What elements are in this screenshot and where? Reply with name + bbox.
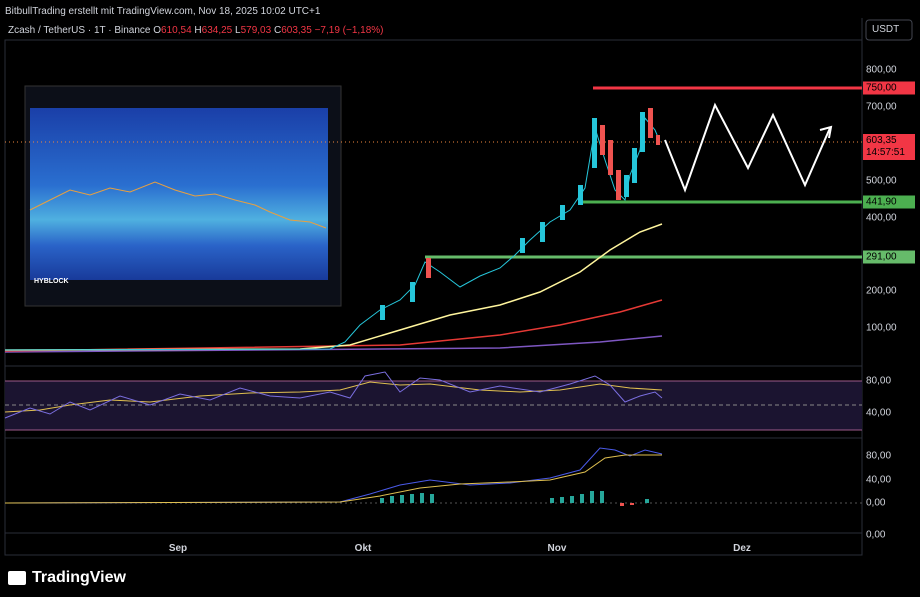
candle xyxy=(608,140,613,175)
candle xyxy=(600,125,605,155)
price-tick: 500,00 xyxy=(866,175,897,187)
change: −7,19 (−1,18%) xyxy=(314,25,384,36)
ohlc-value: 579,03 xyxy=(240,25,272,36)
ohlc-label: O xyxy=(153,25,162,36)
inset-heatmap xyxy=(30,108,328,280)
macd-tick: 0,00 xyxy=(866,497,886,509)
rsi-line xyxy=(4,371,663,419)
candle xyxy=(520,238,525,253)
countdown: 14:57:51 xyxy=(866,147,905,158)
ma-long xyxy=(4,335,663,353)
time-tick: Sep xyxy=(168,543,188,554)
candle xyxy=(656,135,660,145)
macd-tick: 0,00 xyxy=(866,529,886,541)
histogram-bar xyxy=(580,494,584,503)
time-tick: Dez xyxy=(733,543,751,554)
inset-label: HYBLOCK xyxy=(34,278,69,285)
macd-signal xyxy=(4,454,662,504)
symbol-name: Zcash / TetherUS · 1T · Binance xyxy=(8,25,151,36)
candle xyxy=(624,175,629,197)
attribution: BitbullTrading erstellt mit TradingView.… xyxy=(5,6,321,17)
projection-arrowhead xyxy=(819,125,833,139)
histogram-bar xyxy=(410,494,414,503)
price-tick: 200,00 xyxy=(866,285,897,297)
ohlc: O610,54 H634,25 L579,03 C603,35 −7,19 (−… xyxy=(153,25,383,36)
brand-logo xyxy=(8,571,26,585)
histogram-bar xyxy=(620,503,624,506)
macd-histogram xyxy=(380,491,649,503)
histogram-bar xyxy=(630,503,634,505)
symbol-line: Zcash / TetherUS · 1T · Binance O610,54 … xyxy=(8,25,384,36)
histogram-bar xyxy=(380,498,384,503)
resistance-badge: 750,00 xyxy=(863,81,915,95)
candle xyxy=(540,222,545,242)
candle xyxy=(410,282,415,302)
inset-price xyxy=(29,181,327,229)
last-price-badge: 603,35 14:57:51 xyxy=(863,134,915,160)
ma-mid xyxy=(4,299,663,352)
histogram-bar xyxy=(430,494,434,503)
histogram-bar xyxy=(550,498,554,503)
last-price: 603,35 xyxy=(866,135,897,146)
rsi-ma xyxy=(4,381,663,413)
ohlc-label: L xyxy=(235,25,241,36)
histogram-bar xyxy=(590,491,594,503)
support-badge: 291,00 xyxy=(863,250,915,264)
ohlc-label: H xyxy=(194,25,202,36)
support-badge: 441,90 xyxy=(863,195,915,209)
candle xyxy=(380,305,385,320)
histogram-bar xyxy=(420,493,424,503)
histogram-bar xyxy=(600,491,604,503)
candle xyxy=(616,170,621,200)
rsi-tick: 80,00 xyxy=(866,375,892,387)
price-tick: 100,00 xyxy=(866,322,897,334)
candle xyxy=(648,108,653,138)
ohlc-label: C xyxy=(273,25,282,36)
histogram-bar xyxy=(645,499,649,503)
currency-box xyxy=(865,19,913,41)
brand: TradingView xyxy=(32,569,126,586)
macd-tick: 80,00 xyxy=(866,450,892,462)
macd-line xyxy=(4,447,663,504)
ohlc-value: 634,25 xyxy=(201,25,233,36)
projection xyxy=(664,102,831,193)
candle xyxy=(426,258,431,278)
ma-short xyxy=(4,223,663,351)
price-tick: 700,00 xyxy=(866,101,897,113)
histogram-bar xyxy=(560,497,564,503)
price-tick: 400,00 xyxy=(866,212,897,224)
time-tick: Okt xyxy=(354,543,372,554)
histogram-bar xyxy=(570,496,574,503)
macd-tick: 40,00 xyxy=(866,474,892,486)
candle xyxy=(560,205,565,220)
candle xyxy=(632,148,637,183)
histogram-bar xyxy=(400,495,404,503)
candle xyxy=(578,185,583,205)
currency[interactable]: USDT xyxy=(872,24,900,35)
ohlc-value: 610,54 xyxy=(161,25,192,36)
candle xyxy=(640,112,645,152)
price-tick: 800,00 xyxy=(866,64,897,76)
time-tick: Nov xyxy=(547,543,567,554)
rsi-tick: 40,00 xyxy=(866,407,892,419)
macd-histogram-negative xyxy=(620,503,634,506)
histogram-bar xyxy=(390,496,394,503)
ohlc-value: 603,35 xyxy=(281,25,312,36)
candles xyxy=(380,108,660,320)
candle xyxy=(592,118,597,168)
